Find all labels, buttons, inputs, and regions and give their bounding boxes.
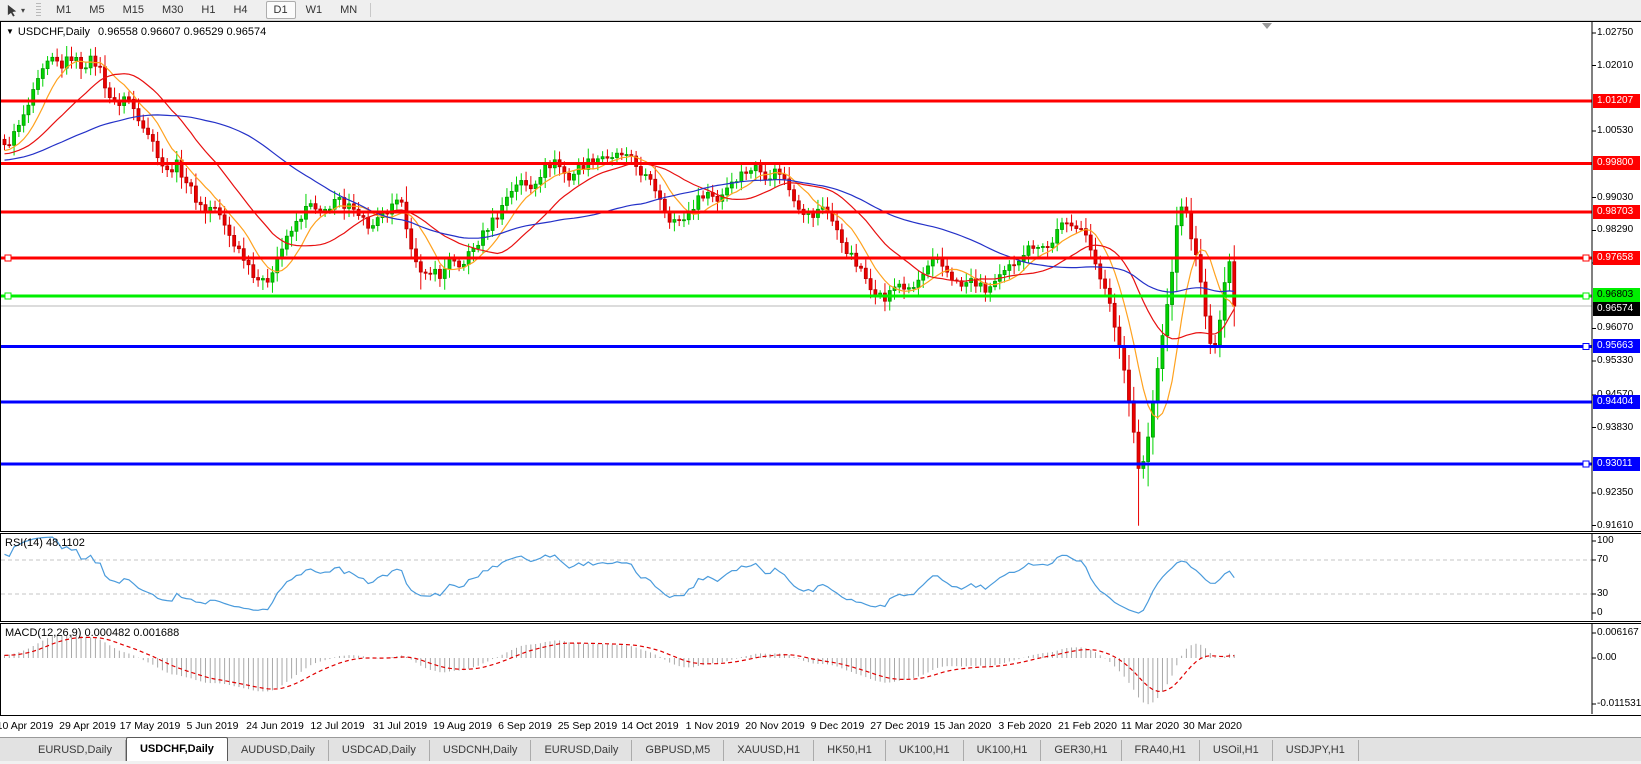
chart-tab-usdchf-daily[interactable]: USDCHF,Daily: [125, 737, 228, 761]
timeframe-buttons: M1 M5 M15 M30 H1 H4 D1 W1 MN: [47, 1, 366, 19]
cursor-tool-button[interactable]: ▾: [3, 3, 28, 18]
timeframe-button-h1[interactable]: H1: [201, 4, 216, 16]
bid-price-label: 0.96574: [1593, 302, 1640, 316]
date-tick-label: 19 Aug 2019: [433, 720, 492, 732]
main-chart-window[interactable]: [0, 21, 1641, 532]
chart-tab-gbpusd-m5[interactable]: GBPUSD,M5: [632, 740, 725, 761]
chart-tab-uk100-h1[interactable]: UK100,H1: [964, 740, 1042, 761]
timeframe-button-m30[interactable]: M30: [161, 4, 184, 16]
chart-shift-triangle-icon[interactable]: [1262, 23, 1272, 29]
price-tick-label: 0.91610: [1597, 519, 1634, 531]
date-tick-label: 11 Mar 2020: [1120, 720, 1180, 732]
hline-price-label: 0.98703: [1593, 205, 1640, 219]
chart-tab-ger30-h1[interactable]: GER30,H1: [1041, 740, 1122, 761]
chevron-down-icon[interactable]: ▾: [21, 5, 26, 15]
price-tick-label: 1.02010: [1597, 59, 1634, 71]
chart-tab-usdcnh-daily[interactable]: USDCNH,Daily: [430, 740, 532, 761]
chart-tab-hk50-h1[interactable]: HK50,H1: [814, 740, 886, 761]
date-tick-label: 12 Jul 2019: [310, 720, 365, 732]
indicator-tick-label: 30: [1597, 588, 1609, 600]
date-tick-label: 5 Jun 2019: [186, 720, 239, 732]
date-tick-label: 25 Sep 2019: [557, 720, 618, 732]
date-tick-label: 10 Apr 2019: [0, 720, 54, 732]
chart-tab-eurusd-daily[interactable]: EURUSD,Daily: [531, 740, 633, 761]
price-tick-label: 1.02750: [1597, 27, 1634, 38]
date-tick-label: 24 Jun 2019: [246, 720, 304, 732]
hline-price-label: 0.95663: [1593, 339, 1640, 353]
macd-indicator-window[interactable]: [0, 623, 1641, 716]
date-tick-label: 29 Apr 2019: [59, 720, 116, 732]
cursor-tool-icon: [7, 4, 17, 17]
toolbar: ▾ M1 M5 M15 M30 H1 H4 D1 W1 MN: [0, 0, 1641, 21]
date-tick-label: 30 Mar 2020: [1183, 720, 1242, 732]
chart-ohlc-values: 0.96558 0.96607 0.96529 0.96574: [98, 26, 267, 38]
timeframe-button-h4[interactable]: H4: [233, 4, 248, 16]
toolbar-grip[interactable]: [36, 3, 42, 17]
chart-tab-eurusd-daily[interactable]: EURUSD,Daily: [25, 740, 126, 761]
hline-price-label: 0.96803: [1593, 288, 1640, 302]
date-tick-label: 15 Jan 2020: [933, 720, 992, 732]
indicator-tick-label: 70: [1597, 553, 1609, 565]
rsi-indicator-window[interactable]: [0, 533, 1641, 622]
timeframe-button-m5[interactable]: M5: [89, 4, 105, 16]
chart-tab-usdjpy-h1[interactable]: USDJPY,H1: [1273, 740, 1359, 761]
date-tick-label: 27 Dec 2019: [870, 720, 930, 732]
hline-price-label: 0.93011: [1593, 457, 1640, 471]
chart-symbol-label: USDCHF,Daily: [17, 26, 91, 38]
chart-dropdown-icon[interactable]: ▼: [6, 27, 14, 36]
price-tick-label: 0.98290: [1597, 224, 1634, 236]
date-tick-label: 21 Feb 2020: [1058, 720, 1117, 732]
macd-indicator-label: MACD(12,26,9) 0.000482 0.001688: [5, 627, 180, 639]
indicator-tick-label: 0: [1597, 607, 1603, 618]
indicator-tick-label: 100: [1597, 535, 1614, 546]
date-tick-label: 17 May 2019: [119, 720, 181, 732]
price-tick-label: 0.93830: [1597, 421, 1634, 433]
date-tick-label: 14 Oct 2019: [621, 720, 679, 732]
chart-tab-fra40-h1[interactable]: FRA40,H1: [1122, 740, 1200, 761]
price-tick-label: 0.92350: [1597, 486, 1634, 498]
price-tick-label: 0.95330: [1597, 355, 1634, 367]
price-tick-label: 0.99030: [1597, 191, 1634, 203]
price-tick-label: 1.00530: [1597, 125, 1634, 137]
chart-title: ▼ USDCHF,Daily 0.96558 0.96607 0.96529 0.9…: [6, 26, 266, 38]
timeframe-button-w1[interactable]: W1: [305, 4, 323, 16]
toolbar-separator: [370, 3, 372, 17]
timeframe-button-m1[interactable]: M1: [56, 4, 72, 16]
chart-tab-xauusd-h1[interactable]: XAUUSD,H1: [724, 740, 815, 761]
chart-tab-uk100-h1[interactable]: UK100,H1: [886, 740, 964, 761]
indicator-tick-label: -0.011531: [1597, 698, 1641, 709]
chart-tab-usoil-h1[interactable]: USOil,H1: [1200, 740, 1273, 761]
hline-price-label: 0.99800: [1593, 156, 1640, 170]
price-tick-label: 0.94570: [1597, 389, 1641, 401]
hline-price-label: 0.97658: [1593, 251, 1640, 265]
chart-tab-usdcad-daily[interactable]: USDCAD,Daily: [329, 740, 430, 761]
hline-price-label: 1.01207: [1593, 94, 1640, 108]
timeframe-button-mn[interactable]: MN: [340, 4, 358, 16]
date-tick-label: 31 Jul 2019: [372, 720, 428, 732]
price-tick-label: 0.96070: [1597, 322, 1634, 334]
chart-tab-bar: EURUSD,Daily USDCHF,Daily AUDUSD,Daily USDC…: [0, 737, 1641, 761]
timeframe-button-m15[interactable]: M15: [122, 4, 144, 16]
chart-tab-audusd-daily[interactable]: AUDUSD,Daily: [228, 740, 329, 761]
indicator-tick-label: 0.006167: [1597, 627, 1639, 638]
date-tick-label: 6 Sep 2019: [498, 720, 552, 732]
hline-price-label: 0.94404: [1593, 395, 1640, 409]
status-strip: [0, 761, 1641, 764]
indicator-tick-label: 0.00: [1597, 652, 1617, 663]
timeframe-button-d1[interactable]: D1: [265, 1, 296, 19]
date-tick-label: 9 Dec 2019: [810, 720, 865, 732]
date-tick-label: 20 Nov 2019: [745, 720, 805, 732]
date-tick-label: 1 Nov 2019: [685, 720, 740, 732]
date-tick-label: 3 Feb 2020: [998, 720, 1052, 732]
rsi-indicator-label: RSI(14) 48.1102: [5, 537, 85, 549]
